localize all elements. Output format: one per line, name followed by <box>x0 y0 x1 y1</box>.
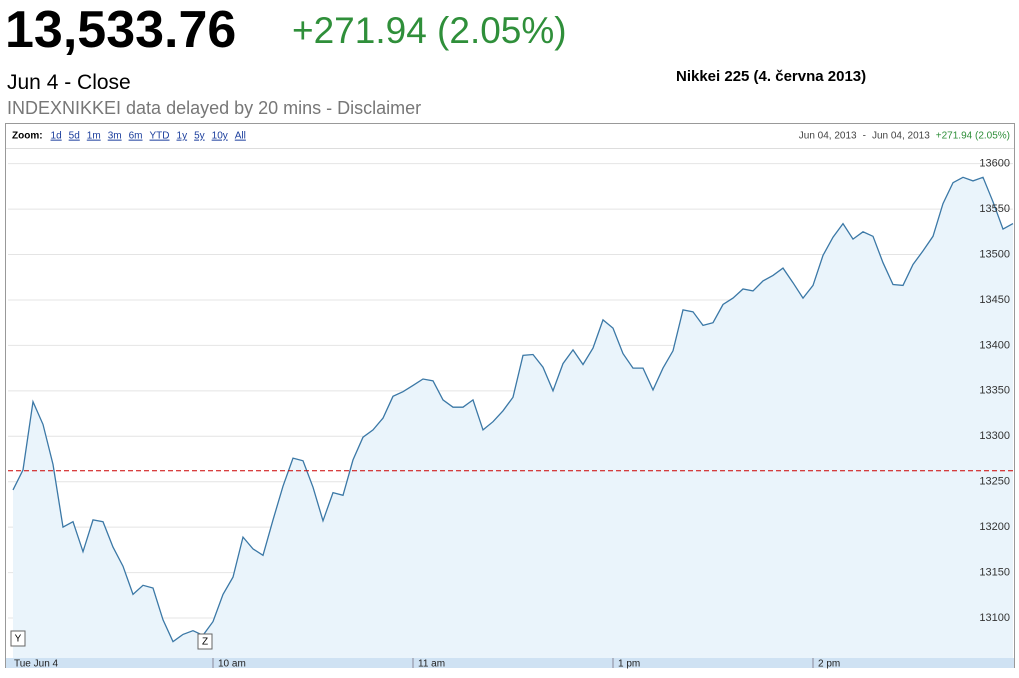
zoom-option[interactable]: 1y <box>177 131 188 142</box>
price-line <box>12 176 1014 643</box>
y-tick-label: 13550 <box>979 203 1010 215</box>
delay-note: INDEXNIKKEI data delayed by 20 mins - Di… <box>7 98 422 118</box>
price: 13,533.76 <box>5 1 237 59</box>
event-marker[interactable]: Z <box>202 637 208 648</box>
x-tick-label: 2 pm <box>818 659 840 670</box>
y-tick-label: 13450 <box>979 294 1010 306</box>
price-change: +271.94 (2.05%) <box>292 10 567 51</box>
zoom-option[interactable]: 3m <box>108 131 122 142</box>
zoom-option[interactable]: 10y <box>212 131 228 142</box>
x-tick-label: 10 am <box>218 659 246 670</box>
area-fill <box>13 177 1013 659</box>
zoom-option[interactable]: 1m <box>87 131 101 142</box>
zoom-label: Zoom: <box>12 131 43 142</box>
event-marker[interactable]: Y <box>15 634 22 645</box>
range-sep: - <box>863 131 866 142</box>
event-marker-box <box>197 633 213 650</box>
y-tick-label: 13100 <box>979 612 1010 624</box>
zoom-option[interactable]: YTD <box>150 131 170 142</box>
y-tick-label: 13300 <box>979 430 1010 442</box>
y-tick-label: 13250 <box>979 476 1010 488</box>
zoom-option[interactable]: All <box>235 131 246 142</box>
y-tick-label: 13200 <box>979 521 1010 533</box>
y-tick-label: 13400 <box>979 339 1010 351</box>
x-tick-label: 11 am <box>418 659 445 670</box>
x-tick-label: 1 pm <box>618 659 640 670</box>
range-change: +271.94 (2.05%) <box>936 131 1010 142</box>
y-tick-label: 13150 <box>979 566 1010 578</box>
y-tick-label: 13350 <box>979 385 1010 397</box>
x-axis-strip <box>6 658 1014 668</box>
event-marker-box <box>10 630 26 647</box>
close-status: Jun 4 - Close <box>7 71 131 94</box>
range-start: Jun 04, 2013 <box>799 131 857 142</box>
chart-title: Nikkei 225 (4. června 2013) <box>676 68 867 85</box>
x-tick-label: Tue Jun 4 <box>14 659 59 670</box>
range-end: Jun 04, 2013 <box>872 131 930 142</box>
y-tick-label: 13600 <box>979 158 1010 170</box>
zoom-option[interactable]: 5d <box>69 131 80 142</box>
zoom-option[interactable]: 1d <box>51 131 62 142</box>
zoom-option[interactable]: 6m <box>129 131 143 142</box>
zoom-option[interactable]: 5y <box>194 131 205 142</box>
y-tick-label: 13500 <box>979 248 1010 260</box>
